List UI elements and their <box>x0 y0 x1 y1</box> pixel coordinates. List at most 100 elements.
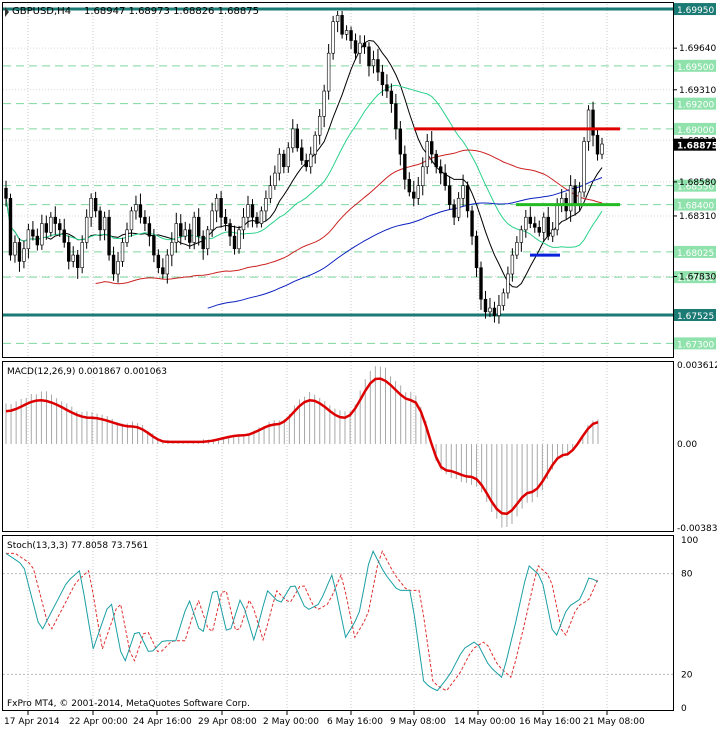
candles <box>4 10 604 324</box>
copyright-text: FxPro MT4, © 2001-2014, MetaQuotes Softw… <box>7 699 250 709</box>
chart-ohlc: 1.68947 1.68973 1.68826 1.68875 <box>84 6 259 17</box>
candle-body <box>313 134 317 155</box>
ma-slow-line <box>95 149 603 285</box>
macd-signal-line <box>5 377 599 516</box>
candle-body <box>568 185 573 212</box>
candle-body <box>246 204 250 218</box>
candle-body <box>367 46 371 67</box>
candle-body <box>134 204 138 212</box>
candle-body <box>98 210 102 231</box>
candle-body <box>13 242 17 256</box>
x-axis: 17 Apr 2014 22 Apr 00:00 24 Apr 16:00 29 Ap… <box>4 711 645 727</box>
candle-body <box>309 153 313 168</box>
candle-body <box>586 109 591 142</box>
candle-body <box>528 216 533 224</box>
level-label-bg <box>674 3 716 16</box>
candle-body <box>259 210 264 224</box>
candle-body <box>214 197 219 212</box>
price-panel[interactable] <box>2 2 674 358</box>
candle-body <box>156 254 161 268</box>
candle-body <box>416 185 420 199</box>
stoch-panel[interactable] <box>2 535 674 711</box>
candle-body <box>515 242 519 256</box>
x-tick-label: 16 May 16:00 <box>519 717 581 727</box>
candle-body <box>255 216 259 224</box>
candle-body <box>600 143 604 155</box>
candle-body <box>371 59 376 67</box>
candle-body <box>537 227 541 233</box>
candle-body <box>533 223 537 228</box>
macd-series <box>5 366 599 528</box>
candle-body <box>326 52 331 92</box>
candle-body <box>161 267 165 275</box>
candle-body <box>205 229 210 250</box>
candle-body <box>376 59 380 73</box>
moving-averages <box>5 39 603 309</box>
stoch-tick-label: 100 <box>681 536 698 546</box>
candle-body <box>542 216 546 233</box>
level-label: 1.67300 <box>677 340 714 350</box>
candle-body <box>353 40 358 54</box>
candle-body <box>488 307 492 313</box>
ma-slowest-line <box>207 177 603 309</box>
candle-body <box>250 204 255 218</box>
candle-body <box>58 223 62 231</box>
candle-body <box>196 216 201 237</box>
level-label: 1.67825 <box>677 274 714 284</box>
candle-body <box>300 147 304 161</box>
candle-body <box>443 172 447 186</box>
level-label-bg <box>674 308 716 321</box>
candle-body <box>116 261 120 275</box>
candle-body <box>201 235 205 250</box>
candle-body <box>125 229 129 243</box>
candle-body <box>71 254 75 262</box>
candle-body <box>183 229 187 237</box>
candle-body <box>62 229 66 243</box>
candle-body <box>237 229 241 250</box>
level-label: 1.68025 <box>677 249 714 259</box>
candle-body <box>497 305 501 316</box>
candle-body <box>165 254 170 275</box>
candle-body <box>67 242 71 262</box>
level-label: 1.69200 <box>677 101 714 111</box>
candle-body <box>291 128 295 149</box>
candle-body <box>506 273 510 294</box>
candle-body <box>120 242 125 262</box>
candle-body <box>555 204 559 231</box>
candle-body <box>93 197 98 212</box>
current-price-bg <box>674 138 716 151</box>
candle-body <box>380 71 385 86</box>
y-tick-label: 1.67830 <box>679 273 716 283</box>
candle-body <box>344 30 349 35</box>
candle-body <box>223 216 228 224</box>
level-label: 1.69000 <box>677 126 714 136</box>
chart-symbol: GBPUSD,H4 <box>12 6 71 17</box>
candle-body <box>331 21 335 54</box>
level-label: 1.68550 <box>677 183 714 193</box>
x-tick-label: 21 May 08:00 <box>583 717 645 727</box>
candle-body <box>111 254 116 275</box>
y-tick-label: 1.69310 <box>679 86 716 96</box>
macd-tick-label: 0.00 <box>677 440 697 450</box>
candle-body <box>501 292 506 306</box>
level-label-bg <box>674 271 716 284</box>
candle-body <box>264 197 268 212</box>
y-axis: 1.69950 1.69500 1.69200 1.69000 1.68550 1.684… <box>673 3 717 714</box>
candle-body <box>232 235 237 250</box>
macd-tick-label: 0.003612 <box>677 361 717 371</box>
candle-body <box>465 185 470 212</box>
level-label-bg <box>674 245 716 258</box>
candle-body <box>295 128 299 149</box>
x-tick-label: 6 May 16:00 <box>327 717 383 727</box>
candle-body <box>452 204 456 218</box>
candle-body <box>430 141 434 155</box>
x-tick-label: 14 May 00:00 <box>454 717 516 727</box>
candle-body <box>49 216 53 233</box>
candle-body <box>407 179 412 193</box>
level-label-bg <box>674 198 716 211</box>
candle-body <box>286 147 291 168</box>
candle-body <box>152 235 156 256</box>
macd-panel[interactable] <box>2 361 674 532</box>
candle-body <box>434 153 438 168</box>
